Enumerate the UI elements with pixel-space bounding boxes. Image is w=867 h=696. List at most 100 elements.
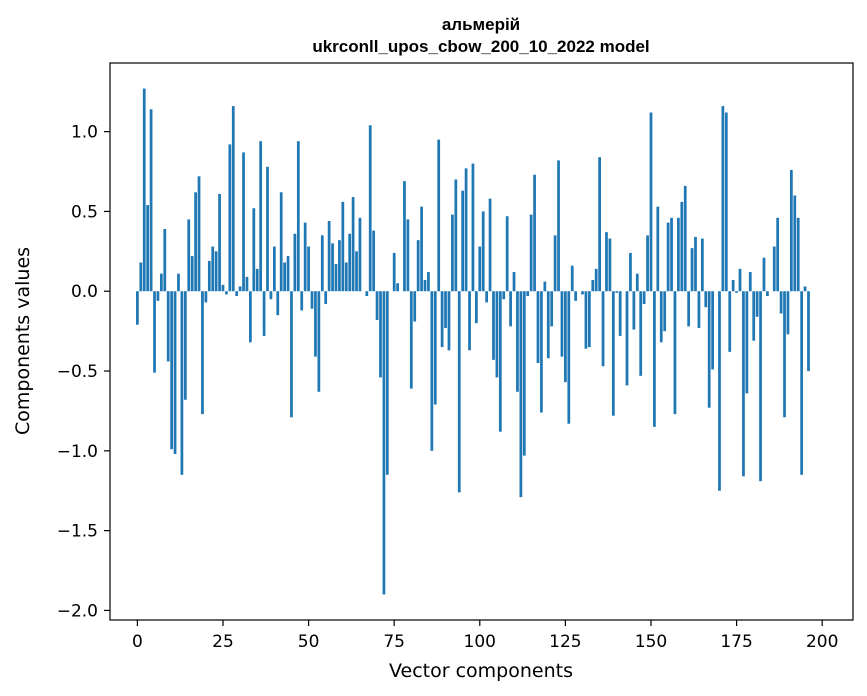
bar (646, 235, 649, 292)
bar (314, 291, 317, 357)
bar (564, 291, 567, 383)
bar (249, 291, 252, 343)
bar (540, 291, 543, 413)
bar (670, 217, 673, 292)
bar (618, 291, 622, 336)
bar (358, 217, 362, 292)
bar (632, 291, 636, 330)
bar (276, 291, 280, 316)
bar (279, 192, 283, 292)
bar (296, 141, 300, 292)
bar (745, 291, 749, 394)
bar (163, 228, 167, 292)
bar (433, 291, 437, 405)
bar (807, 291, 810, 372)
bar (187, 219, 191, 292)
bar (529, 214, 533, 292)
bar (481, 211, 485, 292)
bar (611, 291, 615, 416)
bar (591, 280, 595, 292)
bar (420, 206, 423, 292)
bar (550, 291, 554, 327)
bar (231, 106, 235, 292)
bar (266, 166, 269, 292)
bar (605, 232, 608, 292)
bar (283, 262, 286, 292)
bar (331, 243, 334, 292)
bar (656, 206, 660, 292)
bar (221, 284, 225, 292)
bar (444, 291, 447, 328)
bar (495, 291, 499, 378)
bar (262, 291, 266, 336)
bar (228, 144, 232, 292)
bar (338, 240, 341, 292)
bar (396, 283, 399, 292)
x-axis: 0 25 50 75 100 125 150 175 200 (132, 620, 838, 652)
bar (752, 291, 756, 341)
bar (642, 291, 646, 304)
bar (194, 192, 197, 292)
bar (245, 276, 249, 292)
bar (139, 262, 143, 292)
bar (355, 251, 358, 292)
bar (225, 291, 228, 295)
bar (587, 291, 591, 348)
bar (461, 190, 465, 292)
y-axis: −2.0 −1.5 −1.0 −0.5 0.0 0.5 1.0 (57, 123, 110, 621)
bar (683, 185, 687, 292)
bar (368, 125, 372, 292)
bar (625, 291, 629, 386)
bar (560, 291, 564, 357)
x-tick-label: 25 (212, 632, 234, 652)
bar (663, 291, 667, 332)
x-tick-label: 75 (383, 632, 405, 652)
bar (451, 214, 454, 292)
bar (259, 141, 263, 292)
bar (553, 235, 557, 292)
bar (615, 291, 619, 293)
bar (485, 291, 489, 303)
y-tick-label: −0.5 (57, 362, 98, 382)
bar (286, 256, 290, 292)
bar (457, 291, 461, 493)
bar (536, 291, 540, 364)
bar (755, 291, 759, 317)
bar (317, 291, 321, 392)
bar (201, 291, 204, 415)
y-tick-label: −1.0 (57, 442, 98, 462)
bar (639, 291, 643, 376)
bar (468, 291, 471, 351)
bar (238, 286, 242, 292)
bar (348, 233, 352, 292)
bar (153, 291, 156, 373)
bar (567, 291, 571, 424)
bar (341, 201, 345, 292)
bar (351, 197, 355, 292)
bar (526, 291, 530, 297)
bar (474, 291, 478, 324)
bar (320, 235, 324, 292)
bar (677, 217, 680, 292)
bar (372, 230, 376, 292)
bar (290, 291, 293, 418)
bar (704, 291, 708, 308)
bar (796, 217, 800, 292)
bar (557, 160, 560, 292)
bar (440, 291, 444, 348)
bar (149, 109, 153, 292)
bar (522, 291, 526, 456)
bar (269, 291, 273, 300)
bar (409, 291, 413, 389)
bar (307, 246, 310, 292)
bar (300, 291, 304, 311)
bar (406, 219, 410, 292)
bar (570, 265, 574, 292)
bar (173, 291, 177, 455)
bar (601, 291, 605, 367)
bar (724, 112, 728, 292)
bar (533, 174, 536, 292)
bar (252, 208, 256, 292)
bar (159, 273, 163, 292)
